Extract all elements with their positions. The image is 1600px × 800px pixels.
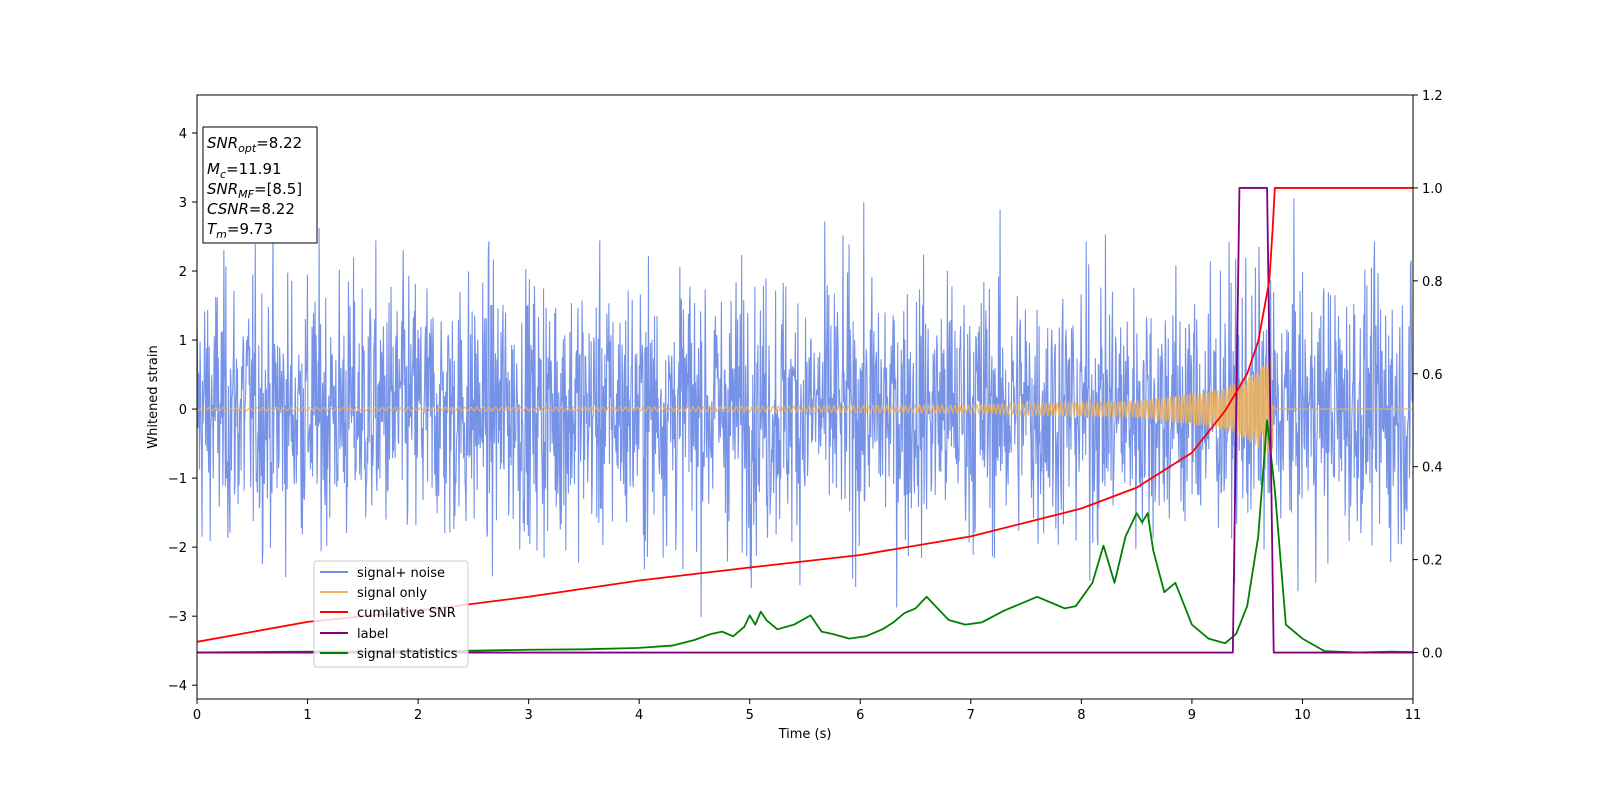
y-right-tick-label: 0.2 xyxy=(1422,554,1443,569)
signal-noise-line xyxy=(197,198,1413,617)
x-tick-label: 5 xyxy=(746,708,754,723)
cumulative-snr-series xyxy=(197,187,1413,643)
y-right-tick-label: 0.4 xyxy=(1422,461,1443,476)
y-left-tick-label: −1 xyxy=(168,472,187,487)
x-tick-label: 0 xyxy=(193,708,201,723)
y-right-tick-label: 1.2 xyxy=(1422,89,1443,104)
y-left-tick-label: 3 xyxy=(179,196,187,211)
x-tick-label: 11 xyxy=(1405,708,1422,723)
legend-label-signal-only: signal only xyxy=(357,586,427,601)
y-axis-label: Whitened strain xyxy=(146,345,161,448)
x-tick-label: 6 xyxy=(856,708,864,723)
y-right-tick-label: 0.6 xyxy=(1422,368,1443,383)
legend: signal+ noise signal only cumilative SNR… xyxy=(313,560,469,668)
label-series xyxy=(197,187,1413,654)
signal-only-line xyxy=(197,359,1413,453)
info-box-frame xyxy=(202,126,318,244)
info-snr-opt: SNRopt=8.22 xyxy=(207,134,302,155)
y-axis-right: 0.0 0.2 0.4 0.6 0.8 1.0 1.2 xyxy=(1413,89,1443,662)
info-tm: Tm=9.73 xyxy=(207,220,273,241)
y-left-tick-label: −2 xyxy=(168,541,187,556)
legend-label-signal-statistics: signal statistics xyxy=(357,647,458,662)
signal-only-series xyxy=(197,359,1413,453)
y-right-tick-label: 0.0 xyxy=(1422,647,1443,662)
legend-label-cumulative-snr: cumilative SNR xyxy=(357,606,456,621)
x-axis: 0 1 2 3 4 5 6 7 8 9 10 11 xyxy=(193,699,1421,723)
x-tick-label: 8 xyxy=(1077,708,1085,723)
label-line xyxy=(197,187,1413,654)
y-left-tick-label: −4 xyxy=(168,679,187,694)
y-left-tick-label: 1 xyxy=(179,334,187,349)
y-right-tick-label: 0.8 xyxy=(1422,275,1443,290)
x-axis-label: Time (s) xyxy=(778,727,832,742)
y-left-tick-label: 2 xyxy=(179,265,187,280)
y-left-tick-label: −3 xyxy=(168,610,187,625)
x-tick-label: 9 xyxy=(1188,708,1196,723)
legend-label-label: label xyxy=(357,627,388,642)
info-mc: Mc=11.91 xyxy=(207,160,282,181)
x-tick-label: 2 xyxy=(414,708,422,723)
legend-frame xyxy=(313,560,469,668)
signal-noise-series xyxy=(197,198,1413,617)
x-tick-label: 10 xyxy=(1294,708,1311,723)
x-tick-label: 1 xyxy=(303,708,311,723)
x-tick-label: 3 xyxy=(524,708,532,723)
y-right-tick-label: 1.0 xyxy=(1422,182,1443,197)
y-axis-left: −4 −3 −2 −1 0 1 2 3 4 xyxy=(168,127,197,694)
plot-frame xyxy=(196,94,1414,700)
y-left-tick-label: 4 xyxy=(179,127,187,142)
info-csnr: CSNR=8.22 xyxy=(207,200,295,218)
legend-label-signal-noise: signal+ noise xyxy=(357,566,445,581)
y-left-tick-label: 0 xyxy=(179,403,187,418)
info-box: SNRopt=8.22 Mc=11.91 SNRMF=[8.5] CSNR=8.… xyxy=(202,126,318,244)
x-tick-label: 7 xyxy=(967,708,975,723)
x-tick-label: 4 xyxy=(635,708,643,723)
info-snr-mf: SNRMF=[8.5] xyxy=(207,180,302,201)
cumulative-snr-line xyxy=(197,187,1413,643)
